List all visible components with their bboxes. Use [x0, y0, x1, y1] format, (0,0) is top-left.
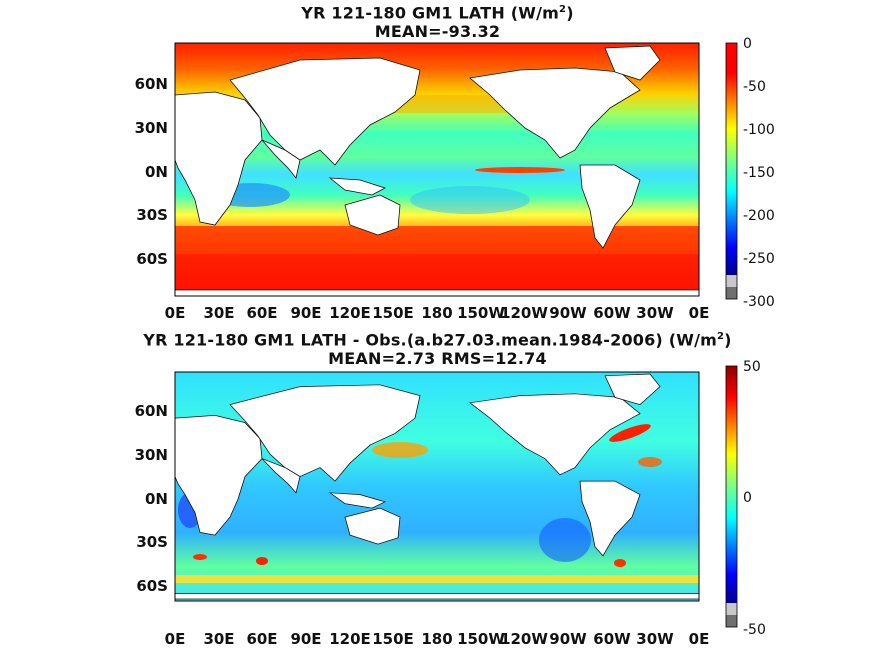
panel1-lon-tick: 120W: [500, 304, 548, 322]
panel1-frame: [174, 42, 700, 297]
panel2-colorbar: 50 0 -50: [725, 359, 766, 638]
panel2-lon-tick: 60E: [246, 630, 277, 648]
panel2-lon-tick: 30W: [636, 630, 674, 648]
panel1-lat-tick: 60S: [136, 250, 168, 268]
panel1-colorbar-ramp: [726, 43, 737, 275]
panel2-lon-tick: 120E: [329, 630, 371, 648]
panel1-colorbar-missing-light: [726, 275, 737, 287]
panel1-lon-tick: 120E: [329, 304, 371, 322]
panel1-southern-band: [175, 226, 699, 254]
panel2-north-atlantic: [638, 457, 662, 467]
panel1-lon-tick: 60W: [593, 304, 631, 322]
panel1-lon-tick: 60E: [246, 304, 277, 322]
panel2-lon-tick: 150W: [457, 630, 505, 648]
panel1-colorbar-missing-dark: [726, 287, 737, 299]
panel1-lon-tick: 30E: [203, 304, 234, 322]
panel1-colorbar-tick: -250: [743, 251, 775, 267]
panel1-colorbar-tick: 0: [743, 36, 752, 52]
panel1-cold-tongue: [475, 167, 565, 173]
panel2-lat-tick: 60S: [136, 577, 168, 595]
panel1-map: [174, 42, 700, 297]
panel2-colorbar-tick: 0: [743, 490, 752, 506]
panel2-lat-tick: 30S: [136, 533, 168, 551]
panel2-colorbar-ramp: [726, 366, 737, 603]
panel1-colorbar-tick: -100: [743, 122, 775, 138]
panel1-lat-tick: 60N: [135, 75, 168, 93]
panel2-agulhas: [256, 557, 268, 565]
panel2-lon-axis: 0E 30E 60E 90E 120E 150E 180 150W 120W 9…: [165, 630, 710, 648]
panel2-se-pacific: [539, 518, 591, 562]
panel1-title-line2: MEAN=-93.32: [374, 22, 501, 41]
panel1-lon-tick: 150E: [372, 304, 414, 322]
panel1-lat-axis: 60N 30N 0N 30S 60S: [135, 75, 168, 268]
panel2-lat-axis: 60N 30N 0N 30S 60S: [135, 402, 168, 595]
panel2-kuroshio: [372, 442, 428, 458]
panel2-lon-tick: 90W: [549, 630, 587, 648]
panel1-lon-tick: 150W: [457, 304, 505, 322]
panel1-lon-tick: 0E: [689, 304, 710, 322]
panel2-lon-tick: 90E: [290, 630, 321, 648]
panel2-southern-band: [175, 575, 699, 583]
panel1-lon-axis: 0E 30E 60E 90E 120E 150E 180 150W 120W 9…: [165, 304, 710, 322]
panel2-lat-tick: 0N: [145, 490, 168, 508]
panel1-lat-tick: 30N: [135, 119, 168, 137]
panel1-lon-tick: 180: [421, 304, 452, 322]
panel1-lat-tick: 30S: [136, 206, 168, 224]
panel1-colorbar-tick: -200: [743, 208, 775, 224]
panel1-lon-tick: 0E: [165, 304, 186, 322]
panel2-colorbar-missing-light: [726, 603, 737, 615]
panel2-title-line1: YR 121-180 GM1 LATH - Obs.(a.b27.03.mean…: [143, 330, 732, 350]
panel2-lat-tick: 60N: [135, 402, 168, 420]
panel2-colorbar-missing-dark: [726, 615, 737, 627]
panel2-colorbar-frame: [725, 365, 738, 628]
panel2-lon-tick: 150E: [372, 630, 414, 648]
panel1-lon-tick: 90E: [290, 304, 321, 322]
panel1-colorbar: 0 -50 -100 -150 -200 -250 -300: [725, 36, 775, 310]
panel1-colorbar-tick: -50: [743, 79, 766, 95]
panel2-lon-tick: 120W: [500, 630, 548, 648]
panel2-lon-tick: 30E: [203, 630, 234, 648]
panel2-lat-tick: 30N: [135, 446, 168, 464]
panel1-lat-tick: 0N: [145, 163, 168, 181]
panel2-colorbar-tick: -50: [743, 622, 766, 638]
panel2-south-atlantic-max: [193, 554, 207, 560]
panel2-map: [174, 371, 700, 602]
panel1-colorbar-tick: -300: [743, 294, 775, 310]
panel2-colorbar-tick: 50: [743, 359, 761, 375]
panel2-lon-tick: 60W: [593, 630, 631, 648]
panel1-lon-tick: 90W: [549, 304, 587, 322]
panel2-frame: [174, 371, 700, 602]
panel2-lon-tick: 180: [421, 630, 452, 648]
panel2-title-line2: MEAN=2.73 RMS=12.74: [328, 349, 547, 368]
panel2-falklands: [614, 559, 626, 567]
panel2-gulf-stream: [609, 424, 651, 442]
panel1-pacific-max: [410, 186, 530, 214]
panel1-lon-tick: 30W: [636, 304, 674, 322]
panel1-colorbar-frame: [725, 42, 738, 300]
panel1-colorbar-tick: -150: [743, 165, 775, 181]
panel2-lon-tick: 0E: [689, 630, 710, 648]
panel2-lon-tick: 0E: [165, 630, 186, 648]
panel1-title-line1: YR 121-180 GM1 LATH (W/m2): [301, 3, 574, 23]
